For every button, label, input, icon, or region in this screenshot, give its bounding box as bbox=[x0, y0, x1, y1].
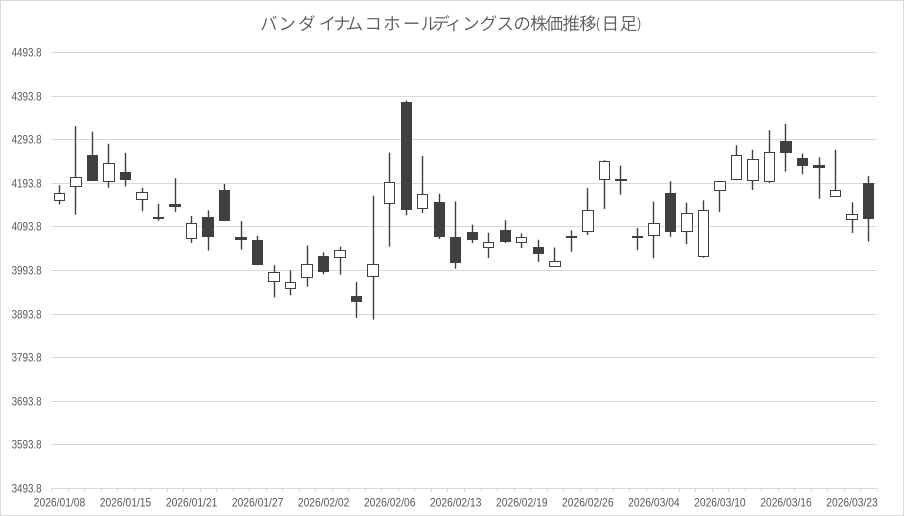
svg-text:3793.8: 3793.8 bbox=[12, 351, 42, 365]
svg-text:2026/01/15: 2026/01/15 bbox=[100, 496, 152, 510]
svg-text:3593.8: 3593.8 bbox=[12, 438, 42, 452]
svg-text:2026/01/21: 2026/01/21 bbox=[166, 496, 218, 510]
svg-text:2026/02/02: 2026/02/02 bbox=[298, 496, 350, 510]
svg-text:3893.8: 3893.8 bbox=[12, 308, 42, 322]
svg-text:3493.8: 3493.8 bbox=[12, 482, 42, 496]
svg-text:3993.8: 3993.8 bbox=[12, 264, 42, 278]
svg-text:2026/02/13: 2026/02/13 bbox=[430, 496, 482, 510]
svg-text:4493.8: 4493.8 bbox=[12, 46, 42, 60]
svg-text:2026/01/08: 2026/01/08 bbox=[34, 496, 86, 510]
svg-text:4393.8: 4393.8 bbox=[12, 90, 42, 104]
svg-text:2026/03/10: 2026/03/10 bbox=[694, 496, 746, 510]
svg-text:4093.8: 4093.8 bbox=[12, 220, 42, 234]
svg-text:4193.8: 4193.8 bbox=[12, 177, 42, 191]
svg-text:3693.8: 3693.8 bbox=[12, 395, 42, 409]
svg-text:2026/02/06: 2026/02/06 bbox=[364, 496, 416, 510]
svg-text:2026/02/19: 2026/02/19 bbox=[496, 496, 548, 510]
svg-text:4293.8: 4293.8 bbox=[12, 133, 42, 147]
svg-text:2026/03/23: 2026/03/23 bbox=[826, 496, 878, 510]
svg-text:2026/03/16: 2026/03/16 bbox=[760, 496, 812, 510]
svg-text:2026/02/26: 2026/02/26 bbox=[562, 496, 614, 510]
svg-text:2026/03/04: 2026/03/04 bbox=[628, 496, 680, 510]
svg-text:2026/01/27: 2026/01/27 bbox=[232, 496, 284, 510]
